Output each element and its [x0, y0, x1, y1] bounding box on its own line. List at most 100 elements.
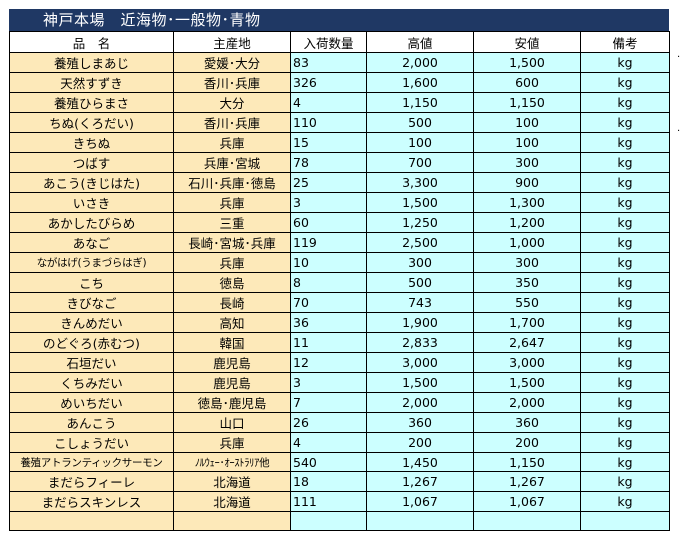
cell-unit: kg	[580, 132, 670, 153]
cell-low: 2,647	[473, 332, 581, 353]
table-row	[9, 511, 670, 531]
cell-low	[473, 511, 581, 531]
cell-high: 2,000	[366, 52, 474, 73]
cell-unit: kg	[580, 432, 670, 453]
cell-qty: 4	[290, 92, 367, 113]
cell-qty: 70	[290, 292, 367, 313]
cell-low: 550	[473, 292, 581, 313]
cell-name: まだらフィーレ	[9, 471, 174, 492]
table-row: ながはげ(うまづらはぎ) 兵庫 10 300 300 kg	[9, 252, 670, 273]
cell-qty: 3	[290, 192, 367, 213]
cell-high: 2,500	[366, 232, 474, 253]
edge-mark-icon: ·	[677, 126, 681, 137]
cell-name: のどぐろ(赤むつ)	[9, 332, 174, 353]
table-row: こち 徳島 8 500 350 kg	[9, 272, 670, 293]
cell-high: 300	[366, 252, 474, 273]
cell-qty: 326	[290, 72, 367, 93]
cell-unit: kg	[580, 491, 670, 512]
cell-unit: kg	[580, 212, 670, 233]
cell-name: 養殖しまあじ	[9, 52, 174, 73]
cell-name: いさき	[9, 192, 174, 213]
market-price-table: 品 名 主産地 入荷数量 高値 安値 備考 養殖しまあじ 愛媛･大分 83 2,000…	[9, 31, 670, 531]
cell-high: 2,833	[366, 332, 474, 353]
cell-high: 500	[366, 272, 474, 293]
cell-high: 1,500	[366, 192, 474, 213]
cell-low: 1,267	[473, 471, 581, 492]
cell-qty: 3	[290, 372, 367, 393]
cell-unit: kg	[580, 332, 670, 353]
cell-origin: 兵庫	[173, 252, 291, 273]
table-row: きびなご 長崎 70 743 550 kg	[9, 292, 670, 313]
table-row: あなご 長崎･宮城･兵庫 119 2,500 1,000 kg	[9, 232, 670, 253]
table-row: こしょうだい 兵庫 4 200 200 kg	[9, 432, 670, 453]
cell-origin: 愛媛･大分	[173, 52, 291, 73]
cell-low: 600	[473, 72, 581, 93]
cell-qty	[290, 511, 367, 531]
cell-high: 1,500	[366, 372, 474, 393]
cell-high: 1,250	[366, 212, 474, 233]
cell-name: ちぬ(くろだい)	[9, 112, 174, 133]
cell-origin: 鹿児島	[173, 352, 291, 373]
cell-unit: kg	[580, 152, 670, 173]
cell-origin: 鹿児島	[173, 372, 291, 393]
cell-qty: 119	[290, 232, 367, 253]
cell-qty: 60	[290, 212, 367, 233]
cell-low: 1,000	[473, 232, 581, 253]
cell-unit: kg	[580, 172, 670, 193]
cell-low: 300	[473, 252, 581, 273]
cell-origin: 韓国	[173, 332, 291, 353]
table-row: まだらスキンレス 北海道 111 1,067 1,067 kg	[9, 491, 670, 512]
header-high: 高値	[366, 31, 474, 53]
cell-origin: 兵庫	[173, 132, 291, 153]
cell-qty: 12	[290, 352, 367, 373]
cell-high: 2,000	[366, 392, 474, 413]
cell-low: 100	[473, 132, 581, 153]
cell-origin: 北海道	[173, 471, 291, 492]
cell-low: 200	[473, 432, 581, 453]
cell-qty: 15	[290, 132, 367, 153]
cell-name: 養殖ひらまさ	[9, 92, 174, 113]
cell-low: 1,067	[473, 491, 581, 512]
cell-name: こしょうだい	[9, 432, 174, 453]
cell-unit: kg	[580, 392, 670, 413]
cell-qty: 110	[290, 112, 367, 133]
table-row: まだらフィーレ 北海道 18 1,267 1,267 kg	[9, 471, 670, 492]
cell-qty: 11	[290, 332, 367, 353]
table-row: のどぐろ(赤むつ) 韓国 11 2,833 2,647 kg	[9, 332, 670, 353]
cell-origin: 徳島･鹿児島	[173, 392, 291, 413]
cell-low: 1,500	[473, 52, 581, 73]
table-row: ちぬ(くろだい) 香川･兵庫 110 500 100 kg	[9, 112, 670, 133]
cell-origin: 山口	[173, 412, 291, 433]
cell-high: 3,000	[366, 352, 474, 373]
cell-low: 1,700	[473, 312, 581, 333]
cell-qty: 25	[290, 172, 367, 193]
table-row: くちみだい 鹿児島 3 1,500 1,500 kg	[9, 372, 670, 393]
table-row: きんめだい 高知 36 1,900 1,700 kg	[9, 312, 670, 333]
cell-unit: kg	[580, 252, 670, 273]
cell-unit: kg	[580, 352, 670, 373]
cell-origin	[173, 511, 291, 531]
cell-name	[9, 511, 174, 531]
cell-unit: kg	[580, 412, 670, 433]
cell-qty: 540	[290, 452, 367, 472]
table-row: 石垣だい 鹿児島 12 3,000 3,000 kg	[9, 352, 670, 373]
cell-low: 1,200	[473, 212, 581, 233]
cell-low: 2,000	[473, 392, 581, 413]
cell-qty: 26	[290, 412, 367, 433]
cell-qty: 18	[290, 471, 367, 492]
cell-origin: ﾉﾙｳｪｰ･ｵｰｽﾄﾗﾘｱ他	[173, 452, 291, 472]
cell-origin: 大分	[173, 92, 291, 113]
cell-name: 石垣だい	[9, 352, 174, 373]
cell-name: きんめだい	[9, 312, 174, 333]
cell-high: 3,300	[366, 172, 474, 193]
cell-unit: kg	[580, 292, 670, 313]
cell-name: あなご	[9, 232, 174, 253]
cell-name: あんこう	[9, 412, 174, 433]
table-row: めいちだい 徳島･鹿児島 7 2,000 2,000 kg	[9, 392, 670, 413]
cell-unit: kg	[580, 112, 670, 133]
cell-qty: 4	[290, 432, 367, 453]
cell-low: 1,150	[473, 452, 581, 472]
cell-name: きびなご	[9, 292, 174, 313]
cell-high: 1,900	[366, 312, 474, 333]
cell-unit: kg	[580, 452, 670, 472]
